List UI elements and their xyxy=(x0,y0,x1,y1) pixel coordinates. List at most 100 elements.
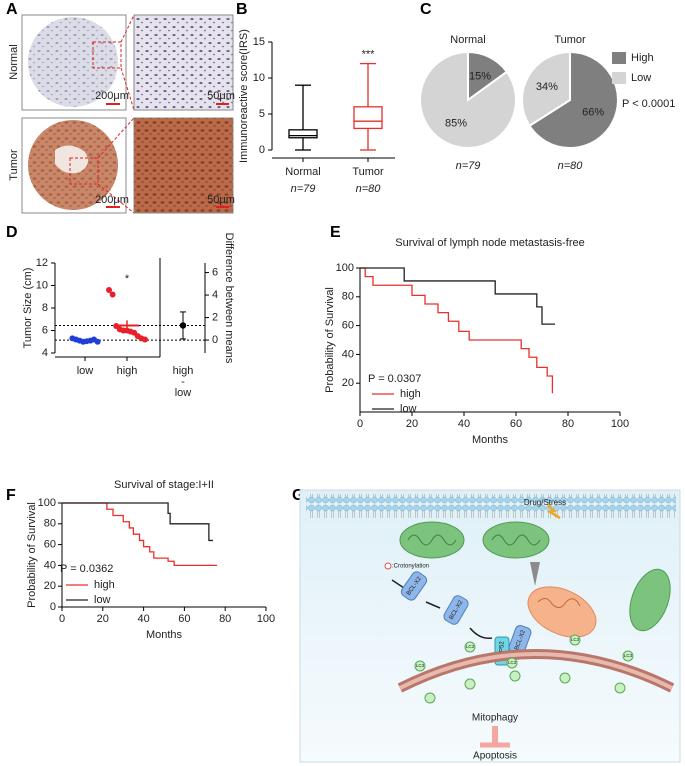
difference-label: high xyxy=(173,365,194,377)
marker-label: LC3 xyxy=(416,663,425,668)
scale-bar-label: 200μm xyxy=(95,90,129,102)
legend-swatch xyxy=(612,72,626,84)
y-tick-label: 60 xyxy=(44,539,56,551)
x-tick-label: Tumor xyxy=(352,166,384,178)
marker-circle xyxy=(614,682,626,694)
y-tick-label: 6 xyxy=(42,324,48,336)
y-tick-label: 80 xyxy=(342,291,354,303)
stress-bolt xyxy=(546,504,561,520)
marker-circle xyxy=(464,678,476,690)
x-tick-label: 100 xyxy=(611,418,629,430)
y-tick-label: 8 xyxy=(42,302,48,314)
pie-value-label: 66% xyxy=(582,107,604,119)
panel-letter: A xyxy=(6,1,18,18)
pie-title: Normal xyxy=(450,34,485,46)
chart-title: Survival of stage:I+II xyxy=(114,479,214,491)
x-axis-label: Months xyxy=(472,434,509,446)
survival-curve xyxy=(360,267,554,394)
arrow xyxy=(425,601,441,609)
panel-letter: D xyxy=(6,224,18,241)
arrow xyxy=(391,579,405,589)
marker-circle xyxy=(569,634,581,646)
marker-circle xyxy=(424,692,436,704)
sample-size: n=79 xyxy=(291,183,316,195)
p-value: P = 0.0307 xyxy=(368,373,421,385)
arrow xyxy=(530,562,540,586)
row-label: Normal xyxy=(8,44,20,79)
panel-letter: E xyxy=(330,224,341,241)
process-label: Mitophagy xyxy=(472,713,518,724)
damaged-mitochondrion xyxy=(527,586,597,638)
pie-title: Tumor xyxy=(554,34,586,46)
stimulus-label: Drug/Stress xyxy=(524,498,566,507)
legend-label: Low xyxy=(631,72,651,84)
sample-size: n=80 xyxy=(558,160,584,172)
y-axis-label: Immunoreactive score(IRS) xyxy=(238,29,250,163)
zoom-texture xyxy=(134,118,233,213)
survival-curve xyxy=(62,502,218,567)
y-tick-label: 15 xyxy=(253,36,265,48)
x-tick-label: 100 xyxy=(257,613,275,625)
legend-label: high xyxy=(400,388,421,400)
y2-tick-label: 4 xyxy=(212,289,218,301)
cell-membrane xyxy=(306,494,676,518)
y-tick-label: 60 xyxy=(342,320,354,332)
pie-value-label: 85% xyxy=(445,117,467,129)
p-value: P = 0.0362 xyxy=(60,563,113,575)
x-tick-label: 20 xyxy=(97,613,109,625)
legend-label: low xyxy=(94,594,111,606)
y-tick-label: 10 xyxy=(253,72,265,84)
marker-circle xyxy=(506,657,518,669)
y-axis-label: Tumor Size (cm) xyxy=(22,268,34,349)
protein xyxy=(400,571,428,601)
mitochondrion xyxy=(629,568,671,632)
y-tick-label: 12 xyxy=(36,257,48,269)
x-tick-label: 80 xyxy=(562,418,574,430)
pie-value-label: 15% xyxy=(469,70,491,82)
y-tick-label: 40 xyxy=(342,348,354,360)
y2-tick-label: 0 xyxy=(212,334,218,346)
x-tick-label: 40 xyxy=(458,418,470,430)
x-tick-label: 60 xyxy=(178,613,190,625)
x-tick-label: 40 xyxy=(137,613,149,625)
crotonylation-icon xyxy=(384,562,392,570)
y2-axis-label: Difference between means xyxy=(223,233,235,364)
zoom-line xyxy=(120,67,135,111)
y-axis-label: Probability of Survival xyxy=(324,287,336,393)
tissue-gap xyxy=(55,145,89,174)
marker-label: LC3 xyxy=(571,637,580,642)
modification-label: :Crotonylation xyxy=(392,564,429,570)
y-tick-label: 5 xyxy=(259,108,265,120)
outcome-label: Apoptosis xyxy=(473,751,517,762)
y-tick-label: 80 xyxy=(44,518,56,530)
legend-swatch xyxy=(612,52,626,64)
difference-label: low xyxy=(175,387,192,399)
marker-circle xyxy=(622,650,634,662)
marker-label: LC3 xyxy=(466,644,475,649)
protein xyxy=(443,595,469,625)
marker-circle xyxy=(509,670,521,682)
y-axis-label: Probability of Survival xyxy=(26,502,38,608)
row-label: Tumor xyxy=(8,149,20,181)
p-value: P < 0.0001 xyxy=(622,98,675,110)
significance: *** xyxy=(362,49,376,61)
marker-circle xyxy=(559,672,571,684)
panel-letter: C xyxy=(420,1,432,18)
x-tick-label: high xyxy=(117,365,138,377)
protein-label: NDP52 xyxy=(500,641,506,661)
panel-letter: F xyxy=(6,487,16,504)
difference-label: - xyxy=(181,376,185,388)
x-tick-label: 60 xyxy=(510,418,522,430)
cristae xyxy=(537,598,581,608)
survival-curve xyxy=(360,267,555,325)
pie-slice xyxy=(528,50,619,149)
marker-circle xyxy=(464,641,476,653)
box xyxy=(288,129,318,139)
pie-slice xyxy=(521,50,571,128)
significance: * xyxy=(125,273,130,285)
marker-label: LC3 xyxy=(508,660,517,665)
data-point xyxy=(109,291,116,298)
y-tick-label: 20 xyxy=(44,580,56,592)
